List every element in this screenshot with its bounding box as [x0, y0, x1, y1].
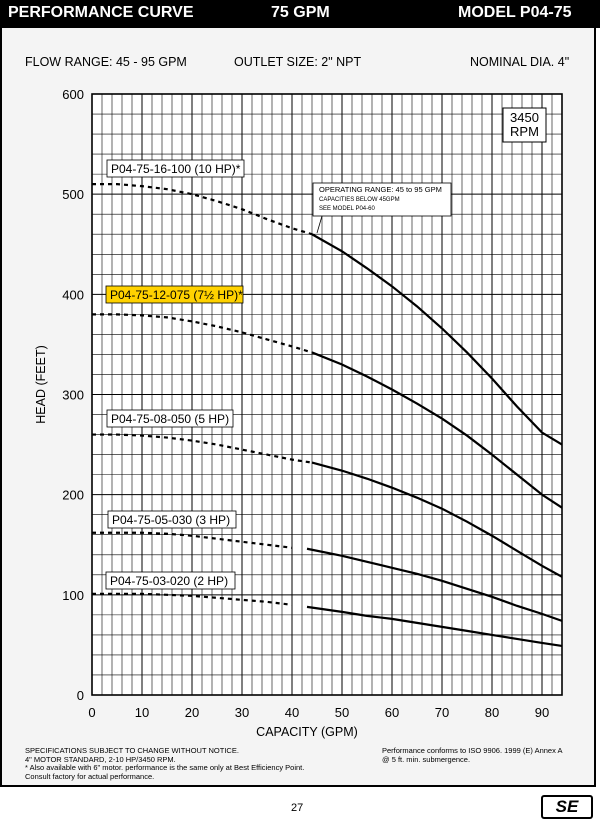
series-label-box [107, 510, 237, 529]
y-tick-label: 600 [62, 87, 84, 102]
note-text: CAPACITIES BELOW 45GPM [319, 197, 400, 203]
plot-border [91, 93, 563, 696]
series-curve-solid [311, 233, 563, 446]
series-label-box [106, 409, 234, 428]
operating-range-note: OPERATING RANGE: 45 to 95 GPM CAPACITIES … [312, 182, 452, 234]
x-tick-label: 0 [88, 705, 95, 720]
note-text: SEE MODEL P04-60 [319, 206, 375, 212]
footer-notes: SPECIFICATIONS SUBJECT TO CHANGE WITHOUT… [25, 746, 305, 781]
series-group: P04-75-16-100 (10 HP)* [92, 159, 563, 446]
series-curve-dashed [92, 183, 313, 236]
series-label-box [106, 159, 245, 178]
note-frame [312, 182, 452, 217]
series-label: P04-75-08-050 (5 HP) [111, 412, 229, 426]
series-label-box [105, 571, 236, 590]
iso-note-line: Performance conforms to ISO 9906. 1999 (… [382, 746, 563, 755]
footer-note-line: * Also available with 6" motor. performa… [25, 763, 305, 773]
x-tick-label: 60 [385, 705, 399, 720]
header-title: PERFORMANCE CURVE [8, 4, 194, 21]
series-curve-solid [311, 461, 563, 578]
series-label-box [105, 285, 244, 304]
series-curve-solid [306, 547, 563, 622]
brand-logo: SE [541, 795, 593, 819]
x-tick-label: 30 [235, 705, 249, 720]
series-curve-dashed [92, 531, 293, 549]
y-tick-label: 500 [62, 187, 84, 202]
rpm-box-frame [502, 107, 547, 143]
y-tick-label: 200 [62, 488, 84, 503]
series-curve-dashed [92, 313, 313, 354]
series-group: P04-75-03-020 (2 HP) [92, 571, 563, 648]
x-tick-label: 10 [135, 705, 149, 720]
series-curve-solid [306, 605, 563, 648]
note-pointer [316, 215, 323, 234]
outlet-size-label: OUTLET SIZE: 2" NPT [234, 55, 362, 69]
y-tick-label: 0 [77, 688, 84, 703]
nominal-dia-label: NOMINAL DIA. 4" [470, 55, 570, 69]
rpm-box-text: RPM [510, 124, 539, 139]
y-axis-label: HEAD (FEET) [34, 345, 48, 423]
series-label: P04-75-05-030 (3 HP) [112, 513, 230, 527]
series-group: P04-75-08-050 (5 HP) [92, 409, 563, 578]
footer-note-line: Consult factory for actual performance. [25, 771, 155, 781]
x-tick-label: 20 [185, 705, 199, 720]
series-group: P04-75-12-075 (7½ HP)* [92, 285, 563, 509]
series-group: P04-75-05-030 (3 HP) [92, 510, 563, 622]
iso-note-line: @ 5 ft. min. submergence. [382, 754, 471, 764]
y-tick-label: 300 [62, 388, 84, 403]
header-flow: 75 GPM [271, 4, 330, 21]
flow-range-label: FLOW RANGE: 45 - 95 GPM [25, 55, 187, 69]
series-curve-dashed [92, 592, 293, 606]
page-number: 27 [291, 802, 304, 814]
x-tick-label: 40 [285, 705, 299, 720]
footer-note-line: 4" MOTOR STANDARD, 2-10 HP/3450 RPM. [25, 754, 176, 764]
series-label: P04-75-12-075 (7½ HP)* [110, 288, 243, 302]
x-tick-label: 50 [335, 705, 349, 720]
x-axis-label: CAPACITY (GPM) [256, 725, 358, 739]
series-curve-solid [311, 351, 563, 509]
header-bar: PERFORMANCE CURVE 75 GPM MODEL P04-75 [0, 0, 600, 28]
series-curve-dashed [92, 433, 313, 464]
y-tick-label: 100 [62, 588, 84, 603]
series-label: P04-75-16-100 (10 HP)* [111, 162, 241, 176]
iso-notes: Performance conforms to ISO 9906. 1999 (… [382, 746, 563, 764]
x-tick-label: 90 [535, 705, 549, 720]
y-tick-label: 400 [62, 287, 84, 302]
x-tick-label: 80 [485, 705, 499, 720]
series-label: P04-75-03-020 (2 HP) [110, 574, 228, 588]
performance-chart: 0 10 20 30 40 50 60 70 80 90 0 100 200 300 400 500 600 CA… [34, 87, 563, 739]
rpm-box-text: 3450 [510, 110, 539, 125]
note-text: OPERATING RANGE: 45 to 95 GPM [319, 185, 442, 194]
x-tick-label: 70 [435, 705, 449, 720]
footer-note-line: SPECIFICATIONS SUBJECT TO CHANGE WITHOUT… [25, 746, 239, 755]
header-model: MODEL P04-75 [458, 4, 572, 21]
